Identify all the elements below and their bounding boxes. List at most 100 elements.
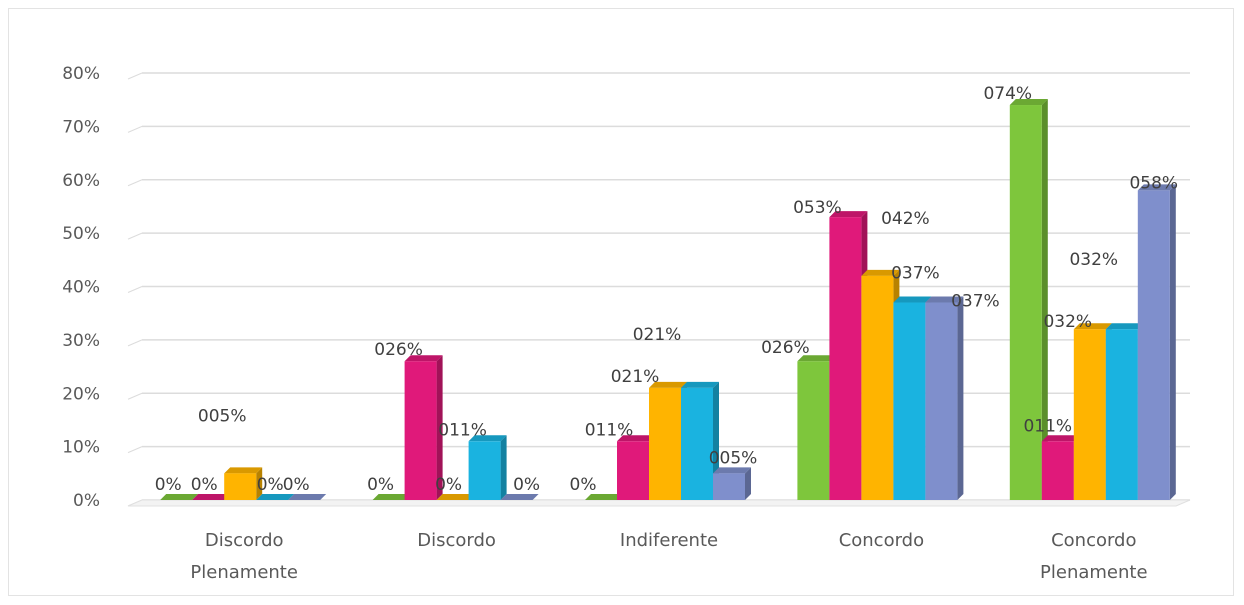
data-label: 005% (709, 448, 758, 468)
data-label: 026% (374, 340, 423, 360)
bar-top (436, 494, 475, 500)
y-tick-label: 60% (62, 171, 100, 191)
bar-top (1041, 435, 1080, 442)
gridline-depth (127, 339, 143, 347)
x-tick-label: Plenamente (190, 562, 298, 583)
y-tick-label: 30% (62, 331, 100, 351)
bar-top (404, 355, 443, 362)
data-label: 021% (611, 367, 660, 387)
bar-top (160, 494, 199, 500)
bar-0-3 (256, 494, 295, 500)
x-tick-label: Discordo (417, 530, 496, 551)
data-label: 074% (983, 84, 1032, 104)
data-label: 058% (1129, 173, 1178, 193)
bar (797, 361, 830, 500)
y-tick-label: 40% (62, 278, 100, 298)
bar (224, 473, 257, 500)
bar-2-4 (713, 467, 751, 500)
bar-top (829, 211, 868, 218)
gridline-depth (127, 392, 143, 400)
gridline-depth (127, 179, 143, 187)
gridline-depth (127, 446, 143, 454)
bar-top (192, 494, 231, 500)
bar-top (681, 381, 719, 388)
bar (1137, 190, 1170, 501)
bar-side (256, 467, 263, 500)
bar (925, 302, 958, 500)
bar-0-0 (160, 494, 199, 500)
bar-top (224, 467, 263, 474)
chart-frame (8, 8, 1234, 596)
bar-top (925, 296, 964, 303)
y-tick-label: 20% (62, 384, 100, 404)
bar-4-4 (1137, 184, 1176, 501)
data-label: 0% (435, 475, 462, 495)
bar (1009, 105, 1042, 501)
x-tick-label: Concordo (839, 530, 924, 551)
data-label: 032% (1043, 312, 1092, 332)
bar-top (1009, 99, 1048, 106)
data-label: 053% (793, 198, 842, 218)
x-tick-label: Concordo (1051, 530, 1136, 551)
bar-side (1041, 99, 1048, 501)
bar-top (1137, 184, 1176, 191)
data-label: 037% (891, 264, 940, 284)
data-label: 0% (257, 475, 284, 495)
data-label: 0% (283, 475, 310, 495)
y-tick-label: 0% (73, 491, 100, 511)
x-tick-label: Indiferente (620, 530, 718, 551)
gridline-depth (127, 232, 143, 240)
data-label: 032% (1069, 250, 1118, 270)
bar-top (372, 494, 411, 500)
data-label: 0% (513, 475, 540, 495)
bar-0-4 (288, 494, 327, 500)
bar-top (1105, 323, 1144, 330)
bar-top (1073, 323, 1112, 330)
gridline-depth (127, 125, 143, 133)
data-label: 026% (761, 338, 810, 358)
x-tick-label: Plenamente (1040, 562, 1148, 583)
bar-2-0 (585, 494, 623, 500)
bar-0-2 (224, 467, 263, 500)
bar-3-4 (925, 296, 964, 500)
bars (160, 99, 1176, 501)
bar (861, 275, 894, 500)
data-label: 011% (438, 420, 487, 440)
bar-side (745, 467, 751, 500)
data-label: 037% (951, 292, 1000, 312)
data-label: 011% (1023, 416, 1072, 436)
bar-side (957, 296, 964, 500)
bar-top (617, 435, 655, 442)
bar-top (893, 296, 932, 303)
x-tick-label: Discordo (205, 530, 284, 551)
y-tick-label: 80% (62, 64, 100, 84)
bar (1041, 441, 1074, 500)
bar-top (861, 269, 900, 276)
data-label: 011% (585, 420, 634, 440)
bar (649, 387, 681, 500)
bar-side (1169, 184, 1176, 501)
chart-floor (127, 499, 1191, 507)
data-label: 021% (633, 325, 682, 345)
bar-top (500, 494, 539, 500)
bar-side (500, 435, 507, 500)
bar (1105, 329, 1138, 500)
data-label: 0% (367, 475, 394, 495)
y-tick-label: 10% (62, 438, 100, 458)
bar-top (797, 355, 836, 362)
bar (1073, 329, 1106, 500)
bar-side (436, 355, 443, 500)
bar-top (256, 494, 295, 500)
data-label: 042% (881, 209, 930, 229)
bar-1-2 (436, 494, 475, 500)
data-label: 005% (198, 406, 247, 426)
gridline-depth (127, 286, 143, 293)
bar-1-0 (372, 494, 411, 500)
bar (713, 473, 745, 500)
bar-1-1 (404, 355, 443, 500)
gridline-depth (127, 72, 143, 80)
bar-1-4 (500, 494, 539, 500)
bar-4-0 (1009, 99, 1048, 501)
bar-top (713, 467, 751, 474)
